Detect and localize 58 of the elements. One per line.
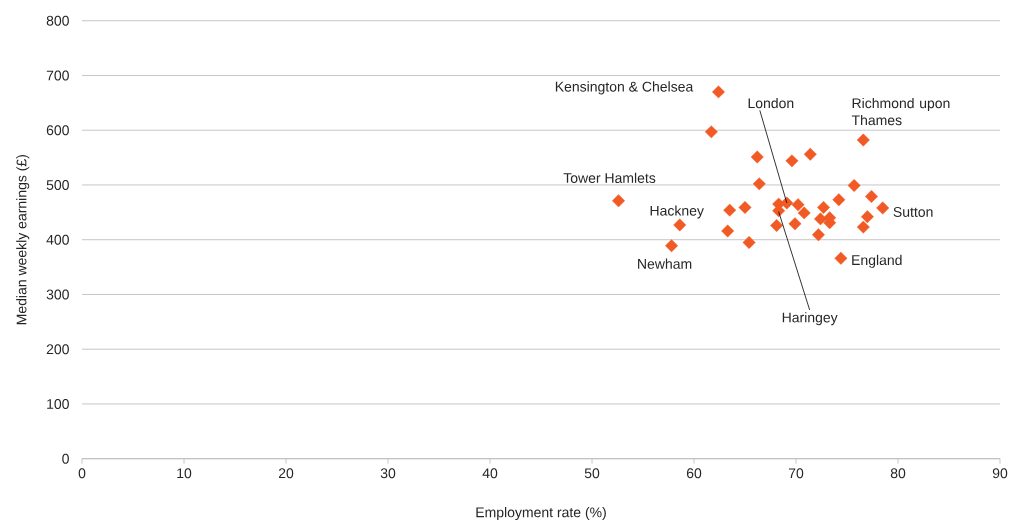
x-tick-label: 40 — [482, 468, 498, 479]
annotation: Newham — [638, 258, 692, 269]
x-tick-label: 30 — [380, 468, 396, 479]
y-tick-label: 700 — [46, 70, 69, 81]
point — [785, 154, 799, 168]
point — [780, 196, 794, 210]
point — [812, 228, 825, 242]
annotation: Tower Hamlets — [563, 172, 656, 183]
y-tick-label: 600 — [46, 125, 69, 136]
x-tick-label: 60 — [686, 468, 702, 479]
x-tick-label: 20 — [278, 468, 294, 479]
point — [612, 194, 625, 208]
annotation: Richmond upon Thames — [851, 97, 950, 126]
point — [832, 193, 846, 207]
point — [723, 203, 737, 217]
annotation: Haringey — [782, 312, 838, 326]
point — [742, 236, 756, 249]
point — [752, 177, 766, 191]
point — [750, 150, 764, 164]
annotation: London — [748, 97, 794, 109]
annotation: Hackney — [650, 205, 704, 219]
point — [817, 200, 830, 214]
point — [738, 200, 752, 214]
x-tick-label: 80 — [890, 468, 906, 479]
point — [673, 218, 687, 232]
point — [860, 210, 874, 224]
point — [834, 251, 848, 265]
y-tick-label: 200 — [46, 344, 69, 355]
y-tick-label: 800 — [46, 15, 69, 26]
x-tick-label: 0 — [78, 468, 86, 479]
point — [665, 239, 678, 253]
y-tick-label: 500 — [46, 179, 69, 190]
point — [856, 133, 870, 147]
point — [847, 179, 861, 192]
x-tick-label: 90 — [992, 468, 1008, 479]
annotation: Sutton — [893, 206, 933, 217]
x-axis-title: Employment rate (%) — [476, 507, 606, 521]
y-tick-label: 100 — [47, 398, 69, 409]
point — [788, 217, 802, 231]
point — [791, 198, 805, 212]
point — [803, 147, 817, 161]
annotation: England — [852, 254, 902, 268]
point — [770, 219, 784, 232]
point — [704, 125, 718, 139]
point — [865, 190, 878, 203]
y-axis-title: Median weekly earnings (£) — [16, 155, 30, 325]
annotation: Kensington & Chelsea — [555, 81, 694, 95]
point — [876, 201, 890, 215]
point — [856, 220, 870, 234]
x-tick-label: 50 — [584, 468, 600, 479]
point — [721, 224, 735, 238]
x-tick-label: 70 — [788, 468, 804, 479]
y-tick-label: 400 — [46, 234, 69, 245]
point — [712, 85, 725, 99]
y-tick-label: 0 — [62, 453, 69, 464]
x-tick-label: 10 — [177, 468, 192, 479]
point — [797, 206, 811, 220]
y-tick-label: 300 — [46, 289, 69, 300]
